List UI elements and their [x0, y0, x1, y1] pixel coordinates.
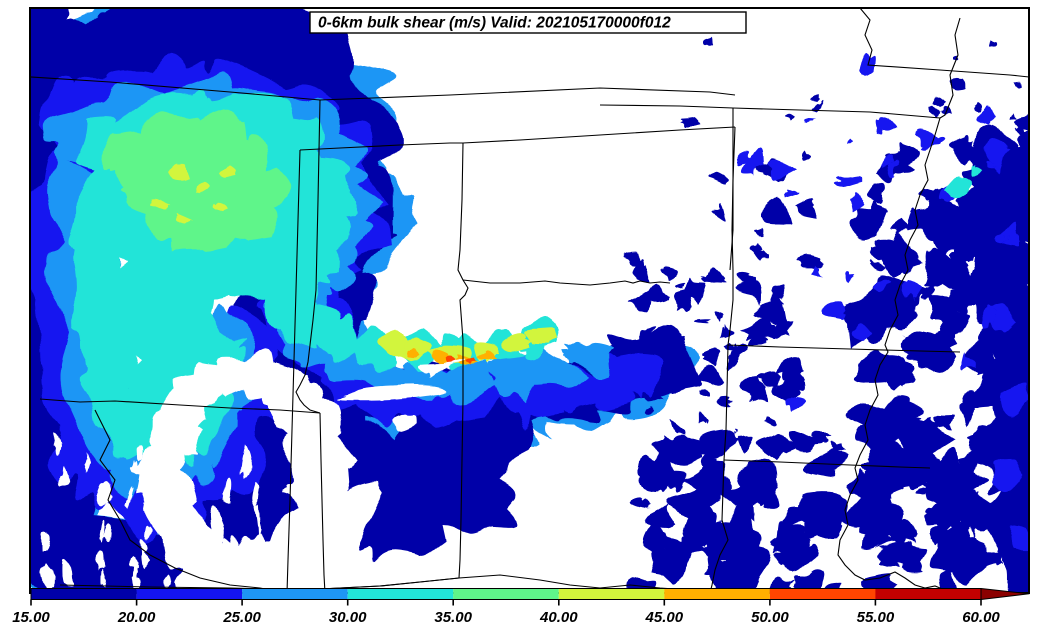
svg-text:0-6km bulk shear (m/s) Valid:: 0-6km bulk shear (m/s) Valid: 2021051700… — [318, 15, 671, 32]
svg-text:60.00: 60.00 — [962, 609, 1000, 626]
svg-text:25.00: 25.00 — [222, 609, 261, 626]
svg-text:15.00: 15.00 — [12, 609, 50, 626]
svg-text:55.00: 55.00 — [857, 609, 895, 626]
svg-text:20.00: 20.00 — [117, 609, 156, 626]
svg-text:50.00: 50.00 — [751, 609, 789, 626]
svg-text:35.00: 35.00 — [434, 609, 472, 626]
svg-text:45.00: 45.00 — [645, 609, 684, 626]
svg-text:30.00: 30.00 — [329, 609, 367, 626]
svg-text:40.00: 40.00 — [539, 609, 578, 626]
